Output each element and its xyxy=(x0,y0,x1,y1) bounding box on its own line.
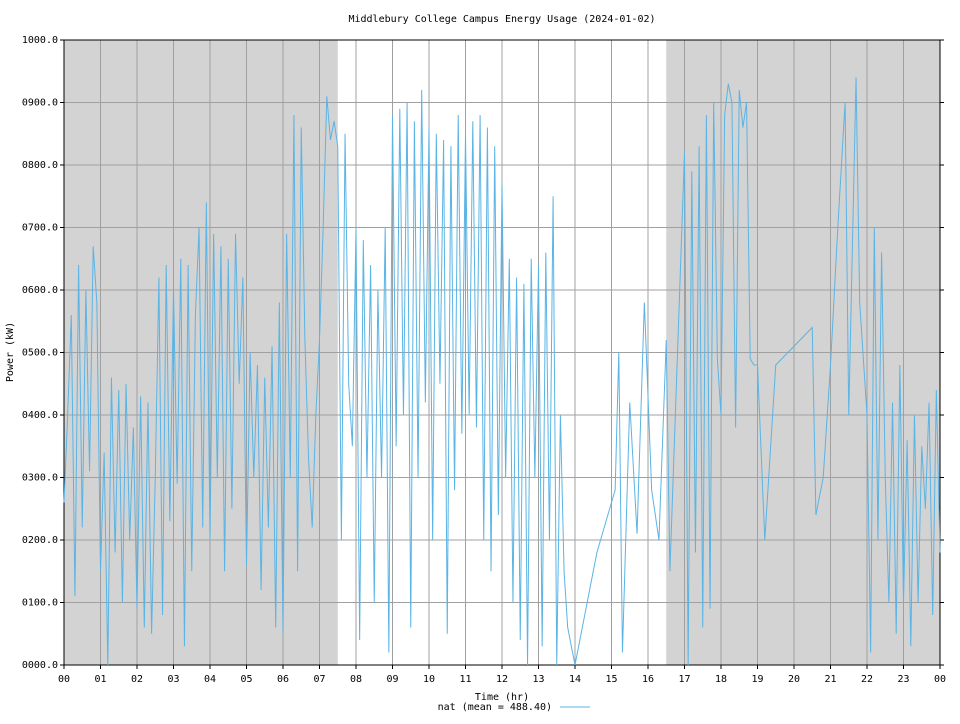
x-tick-label: 19 xyxy=(751,674,763,685)
x-tick-label: 23 xyxy=(897,674,909,685)
y-tick-label: 0600.0 xyxy=(22,285,58,296)
y-tick-label: 0200.0 xyxy=(22,535,58,546)
x-tick-label: 10 xyxy=(423,674,435,685)
x-tick-label: 17 xyxy=(678,674,690,685)
x-tick-label: 00 xyxy=(934,674,946,685)
x-tick-label: 18 xyxy=(715,674,727,685)
chart-title: Middlebury College Campus Energy Usage (… xyxy=(348,14,655,25)
x-tick-label: 14 xyxy=(569,674,581,685)
y-tick-label: 0900.0 xyxy=(22,98,58,109)
x-tick-label: 01 xyxy=(94,674,106,685)
x-tick-label: 09 xyxy=(386,674,398,685)
x-tick-label: 00 xyxy=(58,674,70,685)
x-tick-label: 05 xyxy=(240,674,252,685)
x-tick-label: 06 xyxy=(277,674,289,685)
y-tick-label: 0800.0 xyxy=(22,160,58,171)
y-tick-label: 1000.0 xyxy=(22,35,58,46)
x-tick-label: 04 xyxy=(204,674,216,685)
y-tick-label: 0000.0 xyxy=(22,660,58,671)
plot-frame xyxy=(63,39,941,666)
x-tick-label: 15 xyxy=(605,674,617,685)
data-line xyxy=(63,77,941,666)
x-tick-label: 22 xyxy=(861,674,873,685)
y-tick-label: 0300.0 xyxy=(22,473,58,484)
y-tick-label: 0700.0 xyxy=(22,223,58,234)
x-tick-label: 07 xyxy=(313,674,325,685)
x-axis-label: Time (hr) xyxy=(475,692,529,703)
x-tick-label: 11 xyxy=(459,674,471,685)
x-tick-label: 03 xyxy=(167,674,179,685)
y-tick-label: 0500.0 xyxy=(22,348,58,359)
x-tick-label: 02 xyxy=(131,674,143,685)
y-axis-label: Power (kW) xyxy=(5,322,16,382)
legend-label: nat (mean = 488.40) xyxy=(438,702,552,713)
x-tick-label: 16 xyxy=(642,674,654,685)
y-tick-label: 0400.0 xyxy=(22,410,58,421)
x-tick-label: 08 xyxy=(350,674,362,685)
y-tick-label: 0100.0 xyxy=(22,598,58,609)
x-tick-label: 13 xyxy=(532,674,544,685)
x-tick-label: 21 xyxy=(824,674,836,685)
x-tick-label: 12 xyxy=(496,674,508,685)
x-tick-label: 20 xyxy=(788,674,800,685)
